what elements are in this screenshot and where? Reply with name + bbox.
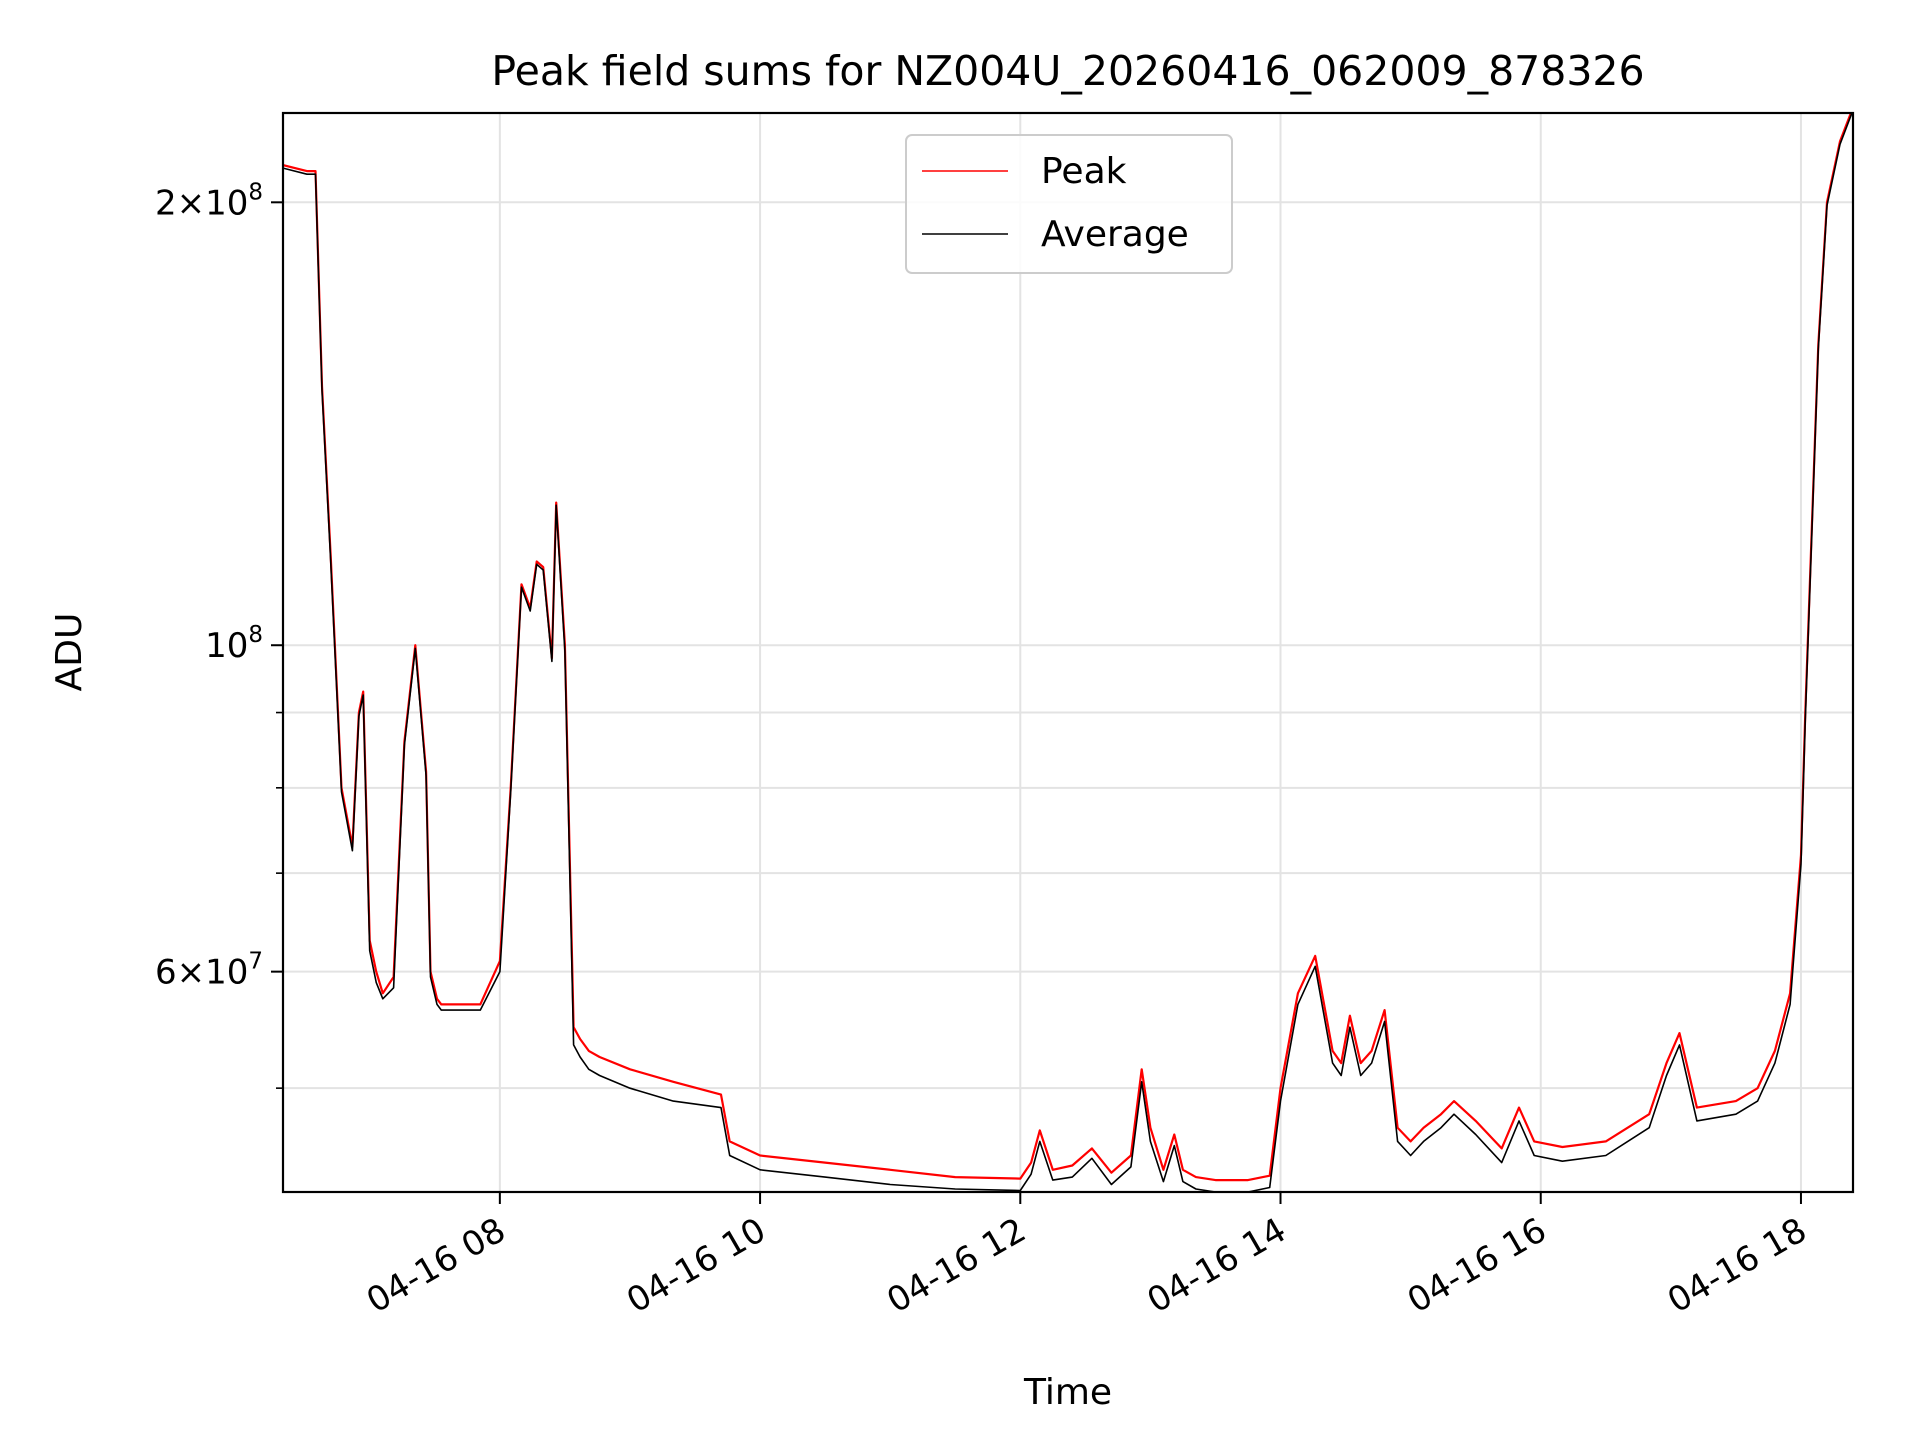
legend-average-label: Average: [1041, 214, 1189, 255]
legend-box: [905, 134, 1233, 274]
y-tick-label: 6×107: [155, 949, 263, 993]
legend-peak-label: Peak: [1041, 151, 1127, 192]
y-axis-label: ADU: [49, 613, 90, 692]
plot-lines: [283, 113, 1853, 1192]
axes-frame: [281, 111, 1855, 1194]
series-line-average: [283, 113, 1853, 1192]
x-axis-label: Time: [1023, 1372, 1112, 1413]
legend: Peak Average: [905, 134, 1233, 274]
chart-title: Peak field sums for NZ004U_20260416_0620…: [491, 47, 1644, 95]
y-tick-label: 108: [205, 622, 263, 666]
y-tick-label: 2×108: [155, 179, 263, 223]
